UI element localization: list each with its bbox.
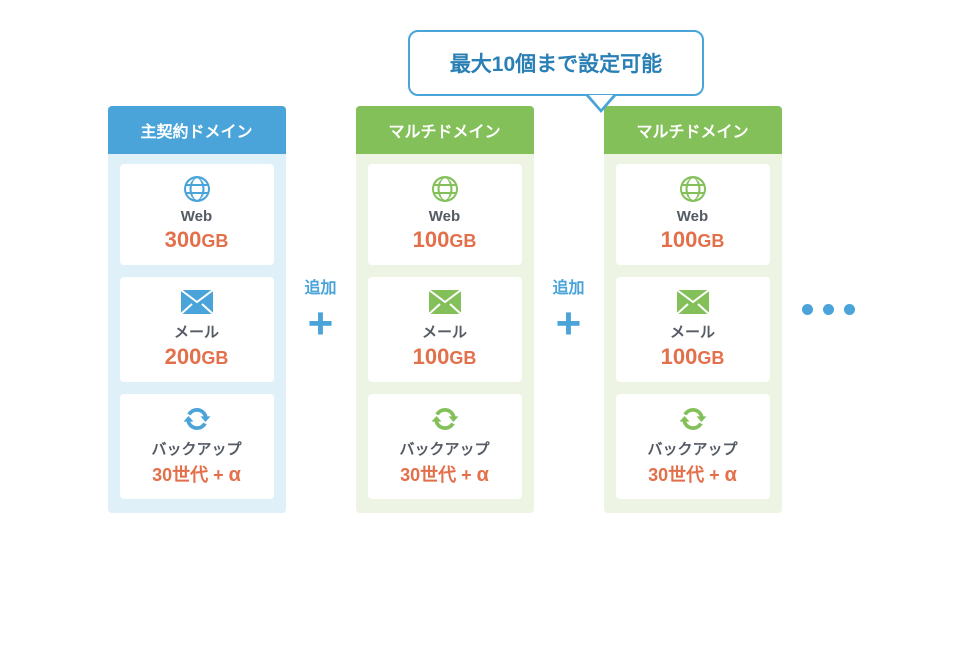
feature-value: 30世代 + α [120,461,274,487]
callout-bubble: 最大10個まで設定可能 [408,30,704,96]
feature-label: メール [120,321,274,342]
feature-card: Web 100GB [368,164,522,265]
add-joiner: 追加 + [298,274,344,346]
feature-value: 30世代 + α [368,461,522,487]
feature-card: Web 300GB [120,164,274,265]
refresh-icon-wrap [120,402,274,436]
domain-column-multi: マルチドメイン Web 100GB メール 100GB [604,106,782,513]
feature-value: 200GB [120,344,274,370]
column-title: マルチドメイン [604,106,782,154]
domain-column-primary: 主契約ドメイン Web 300GB メール 200GB [108,106,286,513]
globe-icon-wrap [120,172,274,206]
feature-value: 100GB [368,227,522,253]
refresh-icon-wrap [368,402,522,436]
domain-column-multi: マルチドメイン Web 100GB メール 100GB [356,106,534,513]
globe-icon [677,173,709,205]
feature-card: バックアップ 30世代 + α [616,394,770,499]
joiner-word: 追加 [552,274,584,298]
feature-card: バックアップ 30世代 + α [368,394,522,499]
domain-row: 主契約ドメイン Web 300GB メール 200GB [108,106,855,513]
feature-card: メール 100GB [616,277,770,382]
refresh-icon-wrap [616,402,770,436]
feature-card: バックアップ 30世代 + α [120,394,274,499]
feature-value: 300GB [120,227,274,253]
feature-label: Web [368,208,522,225]
feature-value: 30世代 + α [616,461,770,487]
ellipsis-icon [794,304,855,315]
column-body: Web 100GB メール 100GB バックアップ 30世代 + α [604,154,782,513]
globe-icon-wrap [368,172,522,206]
feature-value: 100GB [368,344,522,370]
mail-icon [676,289,710,315]
column-body: Web 100GB メール 100GB バックアップ 30世代 + α [356,154,534,513]
refresh-icon [678,404,708,434]
mail-icon [180,289,214,315]
feature-label: Web [616,208,770,225]
add-joiner: 追加 + [546,274,592,346]
mail-icon-wrap [368,285,522,319]
globe-icon-wrap [616,172,770,206]
feature-label: メール [616,321,770,342]
feature-label: メール [368,321,522,342]
feature-label: バックアップ [616,438,770,459]
plus-icon: + [308,302,334,346]
joiner-word: 追加 [304,274,336,298]
feature-card: メール 100GB [368,277,522,382]
feature-card: Web 100GB [616,164,770,265]
feature-value: 100GB [616,344,770,370]
refresh-icon [430,404,460,434]
callout-text: 最大10個まで設定可能 [408,30,704,96]
feature-card: メール 200GB [120,277,274,382]
feature-value: 100GB [616,227,770,253]
globe-icon [181,173,213,205]
mail-icon-wrap [120,285,274,319]
feature-label: Web [120,208,274,225]
column-body: Web 300GB メール 200GB バックアップ 30世代 + α [108,154,286,513]
column-title: 主契約ドメイン [108,106,286,154]
plus-icon: + [556,302,582,346]
globe-icon [429,173,461,205]
mail-icon-wrap [616,285,770,319]
mail-icon [428,289,462,315]
feature-label: バックアップ [120,438,274,459]
callout-tail [586,96,616,113]
feature-label: バックアップ [368,438,522,459]
refresh-icon [182,404,212,434]
column-title: マルチドメイン [356,106,534,154]
